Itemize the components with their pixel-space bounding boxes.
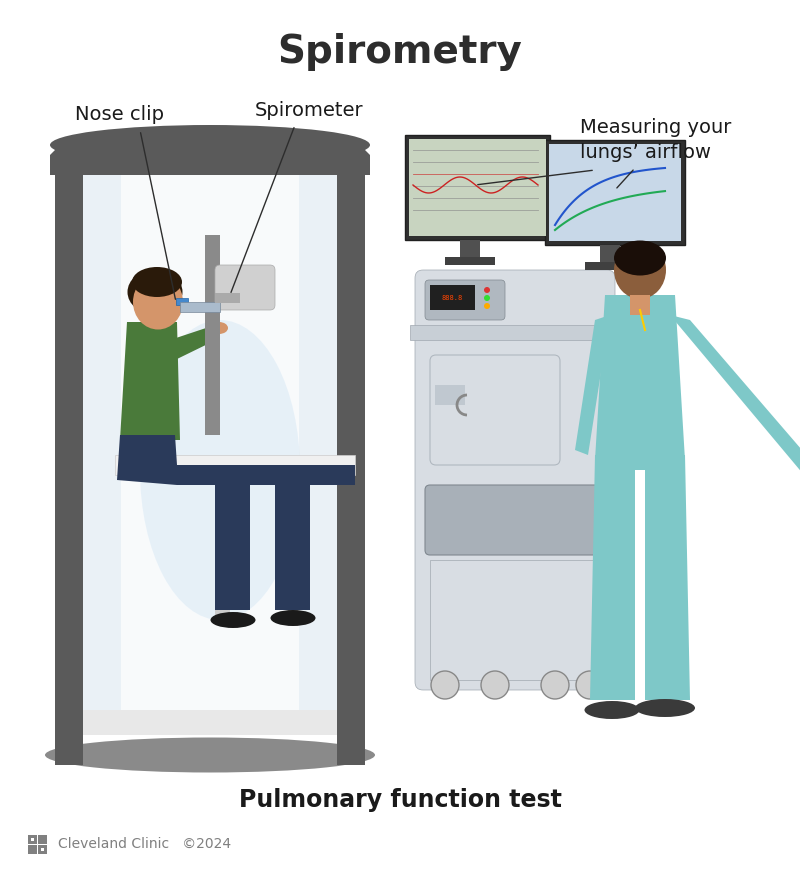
- Bar: [38, 845, 47, 854]
- Ellipse shape: [635, 699, 695, 717]
- Circle shape: [576, 671, 604, 699]
- Bar: [215, 480, 250, 610]
- Bar: [299, 175, 337, 725]
- Bar: [83, 710, 337, 735]
- Text: Spirometer: Spirometer: [255, 101, 364, 120]
- Bar: [55, 155, 83, 765]
- Polygon shape: [670, 315, 800, 512]
- Text: Measuring your
lungs’ airflow: Measuring your lungs’ airflow: [580, 118, 731, 162]
- Text: Cleveland Clinic   ©2024: Cleveland Clinic ©2024: [58, 837, 231, 851]
- Bar: [430, 285, 475, 310]
- Bar: [115, 455, 355, 475]
- Bar: [630, 295, 650, 315]
- Ellipse shape: [140, 320, 300, 620]
- Text: Spirometry: Spirometry: [278, 33, 522, 71]
- FancyBboxPatch shape: [215, 265, 275, 310]
- Bar: [337, 155, 365, 765]
- Bar: [176, 298, 188, 305]
- Ellipse shape: [133, 275, 183, 329]
- Polygon shape: [590, 455, 690, 700]
- Circle shape: [484, 303, 490, 309]
- Polygon shape: [127, 350, 150, 435]
- Bar: [435, 385, 465, 405]
- Ellipse shape: [127, 269, 182, 315]
- Bar: [445, 257, 495, 265]
- Ellipse shape: [210, 612, 255, 628]
- Circle shape: [484, 295, 490, 301]
- FancyBboxPatch shape: [425, 485, 610, 555]
- Polygon shape: [50, 140, 370, 175]
- Text: Nose clip: Nose clip: [75, 105, 164, 124]
- Polygon shape: [170, 325, 220, 360]
- Ellipse shape: [210, 322, 228, 334]
- Bar: [600, 245, 620, 265]
- Bar: [545, 140, 685, 245]
- Polygon shape: [575, 315, 610, 455]
- Ellipse shape: [50, 125, 370, 165]
- Bar: [31, 838, 34, 841]
- Bar: [405, 135, 550, 240]
- Circle shape: [484, 287, 490, 293]
- Bar: [585, 262, 635, 270]
- Bar: [28, 845, 37, 854]
- Bar: [430, 560, 605, 680]
- Bar: [215, 475, 230, 615]
- Bar: [41, 848, 44, 851]
- Bar: [180, 302, 220, 312]
- FancyBboxPatch shape: [415, 270, 615, 690]
- Ellipse shape: [614, 241, 666, 275]
- Text: 888.8: 888.8: [442, 295, 462, 301]
- Bar: [83, 175, 121, 725]
- Polygon shape: [117, 435, 355, 485]
- Bar: [205, 235, 220, 435]
- Bar: [549, 144, 681, 241]
- Polygon shape: [120, 322, 180, 440]
- Bar: [409, 139, 546, 236]
- Polygon shape: [595, 295, 685, 460]
- Bar: [215, 293, 240, 303]
- Bar: [38, 835, 47, 844]
- Bar: [28, 835, 37, 844]
- FancyBboxPatch shape: [430, 355, 560, 465]
- Bar: [460, 240, 480, 260]
- Bar: [121, 175, 299, 725]
- Ellipse shape: [132, 267, 182, 297]
- Bar: [275, 480, 310, 610]
- Ellipse shape: [614, 241, 666, 299]
- FancyBboxPatch shape: [425, 280, 505, 320]
- Text: Pulmonary function test: Pulmonary function test: [238, 788, 562, 812]
- Circle shape: [431, 671, 459, 699]
- Circle shape: [481, 671, 509, 699]
- Circle shape: [541, 671, 569, 699]
- Ellipse shape: [45, 738, 375, 773]
- Ellipse shape: [270, 610, 315, 626]
- Bar: [410, 325, 625, 340]
- Ellipse shape: [585, 701, 639, 719]
